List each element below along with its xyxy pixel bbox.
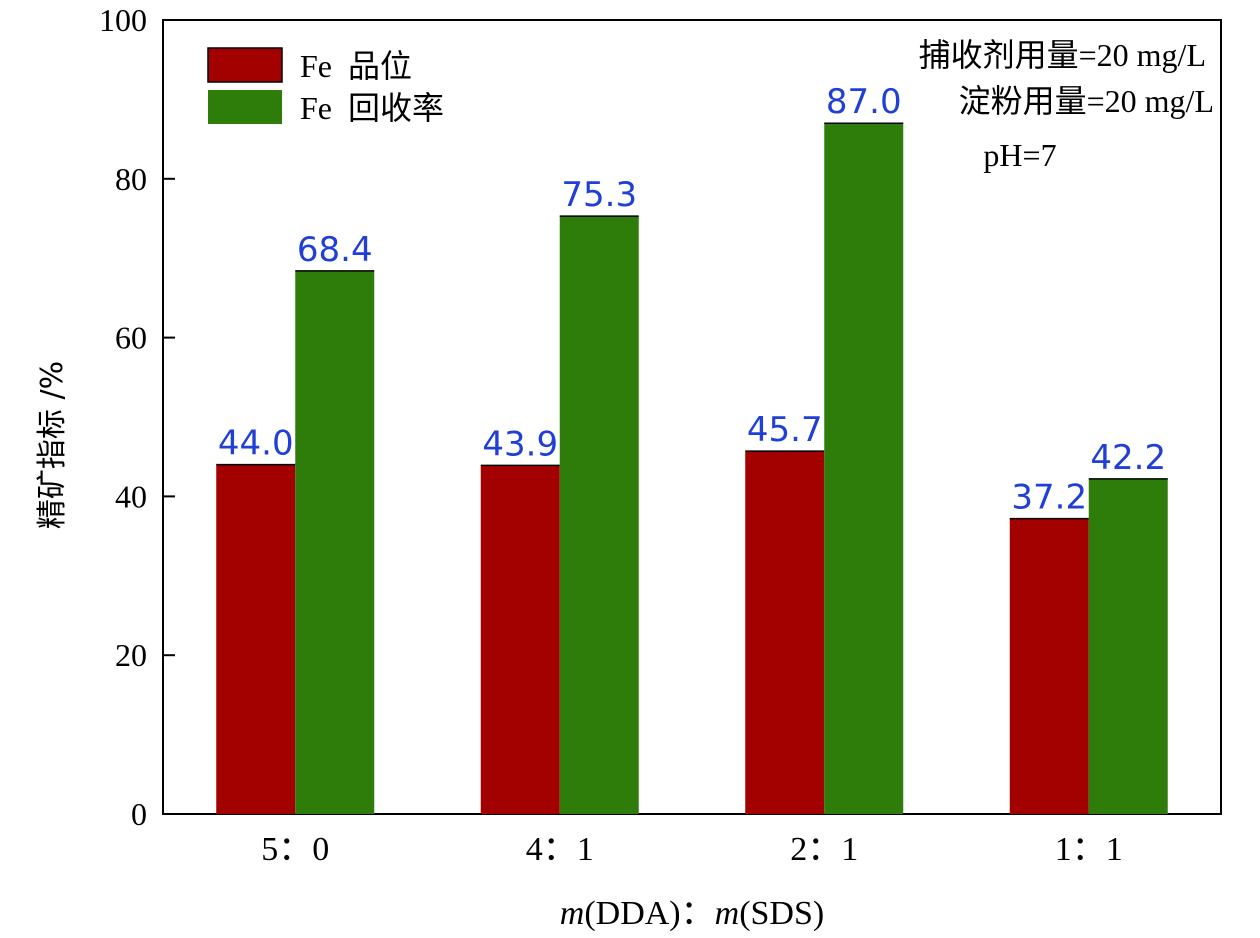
y-tick-label: 20 [115, 637, 147, 673]
x-axis: 5：0 4：1 2：1 1：1 [261, 831, 1123, 868]
y-tick-label: 60 [115, 320, 147, 356]
bar-fe-grade [480, 465, 560, 814]
bar-fe-grade [745, 451, 825, 814]
data-label: 37.2 [1011, 478, 1087, 518]
bars [216, 122, 1168, 815]
bar-fe-recovery [559, 216, 639, 815]
bar-fe-grade [216, 464, 296, 814]
y-tick-label: 100 [99, 2, 147, 38]
x-tick-label: 2：1 [790, 831, 858, 868]
x-tick-label: 4：1 [526, 831, 594, 868]
annotation-ph: pH=7 [983, 137, 1056, 173]
y-tick-label: 80 [115, 161, 147, 197]
bar-fe-recovery [295, 270, 375, 814]
y-axis: 0 20 40 60 80 100 [99, 2, 175, 832]
y-axis-label: 精矿指标 /% [35, 361, 70, 529]
x-tick-label: 5：0 [261, 831, 329, 868]
y-tick-label: 0 [131, 796, 147, 832]
data-label: 45.7 [747, 410, 823, 450]
plot-frame [162, 19, 1222, 815]
data-label: 44.0 [218, 424, 294, 464]
data-label: 42.2 [1090, 438, 1166, 478]
y-tick-label: 40 [115, 478, 147, 514]
data-label: 68.4 [297, 230, 373, 270]
x-tick-label: 1：1 [1055, 831, 1123, 868]
legend: Fe 品位 Fe 回收率 [207, 47, 444, 126]
data-labels: 44.0 68.4 43.9 75.3 45.7 87.0 37.242.2 [218, 82, 1166, 517]
x-axis-label: m(DDA)：m(SDS) [560, 893, 824, 933]
bar-fe-grade [1009, 518, 1089, 814]
data-label: 43.9 [482, 424, 558, 464]
legend-swatch-recovery [208, 90, 282, 124]
legend-label-recovery: Fe 回收率 [300, 90, 444, 126]
bar-fe-recovery [824, 123, 904, 815]
data-label: 75.3 [561, 175, 637, 215]
annotation-collector-dosage: 捕收剂用量=20 mg/L [919, 37, 1206, 73]
annotation-starch-dosage: 淀粉用量=20 mg/L [959, 83, 1214, 119]
legend-swatch-grade [207, 47, 283, 83]
data-label: 87.0 [826, 82, 902, 122]
bar-fe-recovery [1088, 478, 1168, 814]
conditions-annotation: 捕收剂用量=20 mg/L 淀粉用量=20 mg/L pH=7 [919, 37, 1214, 173]
legend-label-grade: Fe 品位 [300, 48, 412, 84]
